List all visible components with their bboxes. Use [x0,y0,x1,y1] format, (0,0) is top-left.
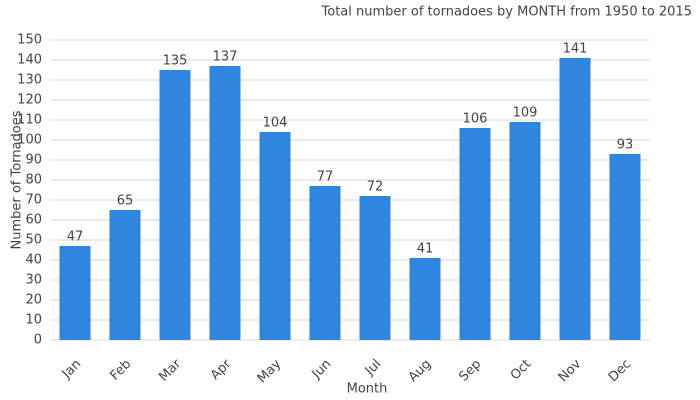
x-tick-label: Jul [362,357,384,379]
x-tick-label: Sep [456,357,484,385]
x-tick-label: Jun [309,357,335,383]
value-label: 109 [513,106,538,121]
y-tick-label: 50 [25,233,42,248]
bar [559,58,591,340]
value-label: 93 [617,138,634,153]
y-tick-label: 40 [25,253,42,268]
bar [259,132,291,340]
y-tick-label: 80 [25,173,42,188]
value-label: 77 [317,170,334,185]
y-tick-label: 120 [17,93,42,108]
value-label: 47 [67,230,84,245]
bar [609,154,641,340]
y-tick-label: 30 [25,273,42,288]
bar [459,128,491,340]
bar [359,196,391,340]
y-axis-title: Number of Tornadoes [10,110,25,249]
y-tick-label: 130 [17,73,42,88]
bar [159,70,191,340]
x-tick-label: Dec [606,357,634,385]
y-tick-label: 100 [17,133,42,148]
bar [59,246,91,340]
x-tick-label: Jan [59,357,84,382]
y-tick-label: 90 [25,153,42,168]
y-tick-label: 140 [17,53,42,68]
value-label: 141 [563,42,588,57]
bar [509,122,541,340]
value-label: 104 [263,116,288,131]
bar [109,210,141,340]
y-tick-label: 110 [17,113,42,128]
bar [409,258,441,340]
x-tick-label: Feb [107,357,134,384]
y-tick-label: 150 [17,33,42,48]
x-tick-label: Mar [156,356,184,384]
y-tick-label: 0 [34,333,42,348]
bar [209,66,241,340]
y-tick-label: 10 [25,313,42,328]
x-tick-label: Nov [556,356,585,385]
value-label: 137 [213,50,238,65]
value-label: 72 [367,180,384,195]
value-label: 41 [417,242,434,257]
x-tick-label: May [255,356,285,386]
x-tick-label: Oct [508,357,535,384]
chart-title: Total number of tornadoes by MONTH from … [321,5,692,20]
x-tick-label: Aug [406,357,435,386]
y-tick-label: 20 [25,293,42,308]
x-tick-label: Apr [208,356,235,383]
y-tick-label: 60 [25,213,42,228]
x-axis-title: Month [347,382,388,397]
bar [309,186,341,340]
value-label: 135 [163,54,188,69]
value-label: 106 [463,112,488,127]
y-tick-label: 70 [25,193,42,208]
value-label: 65 [117,194,134,209]
